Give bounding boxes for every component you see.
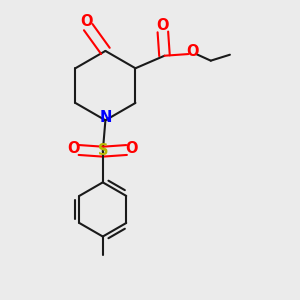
Text: O: O	[186, 44, 199, 59]
Text: N: N	[99, 110, 112, 125]
Text: O: O	[80, 14, 93, 29]
Text: O: O	[68, 141, 80, 156]
Text: S: S	[98, 143, 108, 158]
Text: O: O	[126, 141, 138, 156]
Text: O: O	[156, 19, 168, 34]
